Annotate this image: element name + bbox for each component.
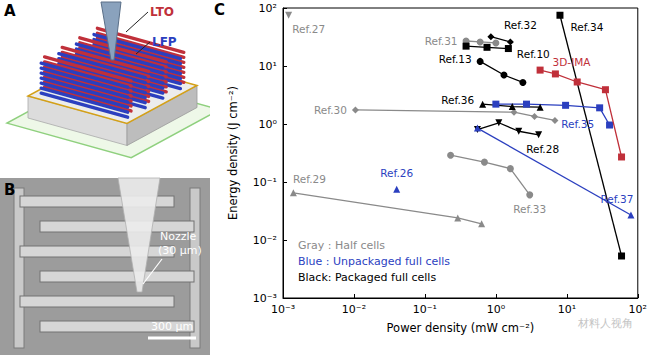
svg-text:材料人视角: 材料人视角 xyxy=(577,317,633,330)
svg-text:Nozzle: Nozzle xyxy=(160,230,197,243)
svg-text:Energy density (J cm⁻²): Energy density (J cm⁻²) xyxy=(226,86,240,220)
svg-text:Ref.26: Ref.26 xyxy=(380,167,413,179)
svg-text:10⁻¹: 10⁻¹ xyxy=(413,303,437,316)
svg-text:Black: Packaged full cells: Black: Packaged full cells xyxy=(298,271,436,284)
svg-text:A: A xyxy=(4,2,16,20)
svg-text:Ref.10: Ref.10 xyxy=(517,48,550,60)
svg-text:10⁰: 10⁰ xyxy=(259,118,278,131)
svg-text:B: B xyxy=(4,181,15,199)
svg-text:LTO: LTO xyxy=(150,5,174,19)
svg-text:Ref.37: Ref.37 xyxy=(600,193,633,205)
svg-text:10²: 10² xyxy=(259,2,277,15)
svg-text:C: C xyxy=(214,1,225,19)
svg-text:Ref.35: Ref.35 xyxy=(561,118,594,130)
svg-text:Blue : Unpackaged full cells: Blue : Unpackaged full cells xyxy=(298,255,450,268)
svg-text:Ref.33: Ref.33 xyxy=(513,203,546,215)
svg-text:Ref.36: Ref.36 xyxy=(441,94,474,106)
svg-text:Gray : Half cells: Gray : Half cells xyxy=(298,239,385,252)
svg-text:10⁻³: 10⁻³ xyxy=(252,291,277,305)
svg-text:(30 μm): (30 μm) xyxy=(158,244,202,257)
svg-text:Ref.34: Ref.34 xyxy=(570,21,603,33)
svg-text:10⁻²: 10⁻² xyxy=(342,303,366,316)
svg-text:10⁰: 10⁰ xyxy=(487,303,506,316)
svg-text:Ref.13: Ref.13 xyxy=(439,53,472,65)
svg-text:10²: 10² xyxy=(629,303,647,316)
svg-text:Ref.32: Ref.32 xyxy=(504,19,537,31)
svg-text:Power density (mW cm⁻²): Power density (mW cm⁻²) xyxy=(387,321,535,335)
svg-text:Ref.27: Ref.27 xyxy=(292,23,325,35)
svg-text:10⁻²: 10⁻² xyxy=(253,234,277,247)
svg-text:Ref.31: Ref.31 xyxy=(425,35,458,47)
svg-text:LFP: LFP xyxy=(152,35,177,49)
svg-text:Ref.28: Ref.28 xyxy=(526,143,559,155)
svg-text:Ref.29: Ref.29 xyxy=(293,173,326,185)
svg-text:10⁻³: 10⁻³ xyxy=(271,303,295,316)
svg-text:10⁻¹: 10⁻¹ xyxy=(253,176,277,189)
svg-text:300 μm: 300 μm xyxy=(151,320,193,333)
svg-text:Ref.30: Ref.30 xyxy=(314,104,347,116)
svg-text:10¹: 10¹ xyxy=(259,60,277,73)
svg-text:10¹: 10¹ xyxy=(558,303,576,316)
svg-text:3D-IMA: 3D-IMA xyxy=(553,56,592,68)
